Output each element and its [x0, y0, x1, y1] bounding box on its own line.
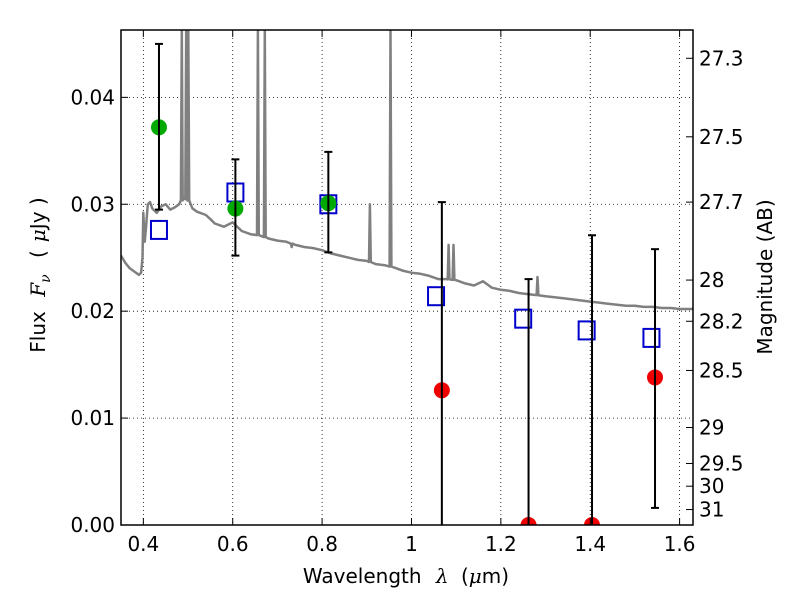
axes-frame — [120, 29, 694, 526]
plot-area — [121, 30, 693, 525]
y-axis-label-paren: ( — [26, 250, 50, 258]
y-tick-label: 0.02 — [70, 299, 115, 323]
y-axis-label-subscript: ν — [38, 274, 54, 283]
y-tick-label: 0.03 — [70, 192, 115, 216]
mag-tick-label: 31 — [699, 498, 724, 522]
y-tick-label: 0.04 — [70, 85, 115, 109]
mag-tick-label: 28 — [699, 268, 724, 292]
y-tick-label: 0.00 — [70, 513, 115, 537]
x-axis-label: Wavelength λ (μm) — [303, 564, 509, 588]
mag-tick-label: 28.5 — [699, 358, 744, 382]
sed-model-line — [121, 30, 693, 311]
x-axis-label-prefix: Wavelength — [303, 564, 422, 588]
mag-tick-label: 29 — [699, 415, 724, 439]
x-tick-label: 1 — [405, 532, 418, 556]
y-axis-label: Flux Fν ( μJy ) — [26, 197, 55, 352]
mag-tick-label: 27.3 — [699, 46, 744, 70]
errorbar-overlay — [154, 42, 660, 525]
model-photometry-square — [514, 308, 533, 329]
model-photometry-square — [577, 320, 596, 341]
mag-tick-label: 28.2 — [699, 309, 744, 333]
y-axis-label-symbol: F — [26, 282, 50, 298]
mag-tick-label: 27.7 — [699, 190, 744, 214]
mag-tick-label: 30 — [699, 474, 724, 498]
x-tick-label: 1.4 — [574, 532, 606, 556]
model-photometry-square — [427, 286, 446, 307]
x-axis-label-unit: m) — [482, 564, 509, 588]
tick-marks — [121, 30, 693, 526]
x-axis-label-symbol: λ — [435, 564, 449, 588]
y-axis-label-prefix: Flux — [26, 311, 50, 353]
x-tick-label: 0.8 — [306, 532, 338, 556]
mag-tick-label: 27.5 — [699, 125, 744, 149]
x-axis-label-mu: μ — [469, 564, 482, 588]
x-tick-label: 1.6 — [664, 532, 696, 556]
y-axis-label-mu: μ — [26, 229, 50, 242]
y-axis-label-unit: Jy ) — [26, 197, 50, 231]
magnitude-axis-label: Magnitude (AB) — [753, 199, 777, 354]
y-tick-label: 0.01 — [70, 406, 115, 430]
x-tick-label: 0.6 — [217, 532, 249, 556]
model-photometry-square — [149, 219, 168, 240]
x-tick-label: 0.4 — [127, 532, 159, 556]
model-photometry-square — [642, 327, 661, 348]
x-tick-label: 1.2 — [485, 532, 517, 556]
mag-tick-label: 29.5 — [699, 451, 744, 475]
x-axis-label-paren: ( — [461, 564, 469, 588]
